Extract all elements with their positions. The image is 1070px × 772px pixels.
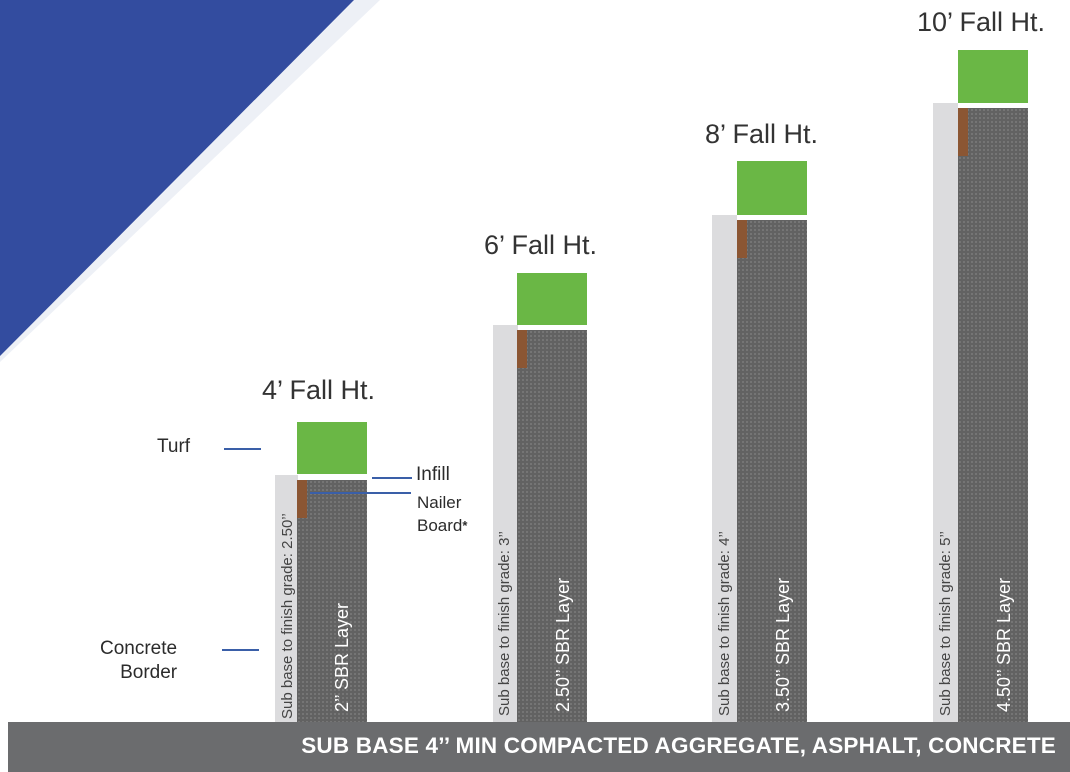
sub-base-label: SUB BASE 4’’ MIN COMPACTED AGGREGATE, AS… [301,733,1056,758]
sbr-layer-label: 4.50’’ SBR Layer [994,577,1014,712]
sbr-layer-label: 2.50’’ SBR Layer [553,577,573,712]
concrete-label-line2: Border [120,662,178,683]
concrete-border-strip [493,325,518,722]
sbr-layer-label: 2’’ SBR Layer [332,602,352,712]
nailer-footnote-mark: * [462,518,468,533]
nailer-label-line1: Nailer [417,493,462,512]
nailer-board [737,220,747,258]
fall-height-title-4ft: 4’ Fall Ht. [262,375,376,405]
sbr-layer [737,220,807,722]
turf-callout-line [224,448,261,450]
nailer-board [517,330,527,368]
sbr-layer-label: 3.50’’ SBR Layer [773,577,793,712]
nailer-label-line2: Board* [417,514,467,537]
turf-layer [517,273,587,325]
concrete-border-strip [933,103,958,722]
nailer-label-line2-text: Board [417,516,463,535]
grade-label: Sub base to finish grade: 2.50’’ [279,513,296,719]
fall-height-title-8ft: 8’ Fall Ht. [705,119,819,149]
nailer-board-callout-label: Nailer Board* [417,491,467,537]
concrete-border-callout-label: Concrete Border [100,637,177,685]
infill-callout-label: Infill [416,464,450,485]
fall-height-title-10ft: 10’ Fall Ht. [917,7,1046,37]
turf-layer [958,50,1028,103]
nailer-board [297,480,307,518]
background-accent-shape [0,0,380,362]
concrete-callout-line [222,649,259,651]
nailer-board [958,108,968,156]
grade-label: Sub base to finish grade: 3’’ [496,531,513,716]
concrete-border-strip [712,215,737,722]
grade-label: Sub base to finish grade: 4’’ [716,531,733,716]
turf-layer [737,161,807,215]
infill-callout-line [372,477,412,479]
fall-height-title-6ft: 6’ Fall Ht. [484,230,598,260]
turf-callout-label: Turf [157,436,191,457]
sbr-layer [517,330,587,722]
sub-base-bar: SUB BASE 4’’ MIN COMPACTED AGGREGATE, AS… [8,722,1070,772]
nailer-callout-line [310,492,411,494]
turf-layer [297,422,367,474]
concrete-border-strip [275,475,298,722]
grade-label: Sub base to finish grade: 5’’ [937,531,954,716]
sbr-layer [297,480,367,722]
sbr-layer [958,108,1028,722]
concrete-label-line1: Concrete [100,638,178,659]
